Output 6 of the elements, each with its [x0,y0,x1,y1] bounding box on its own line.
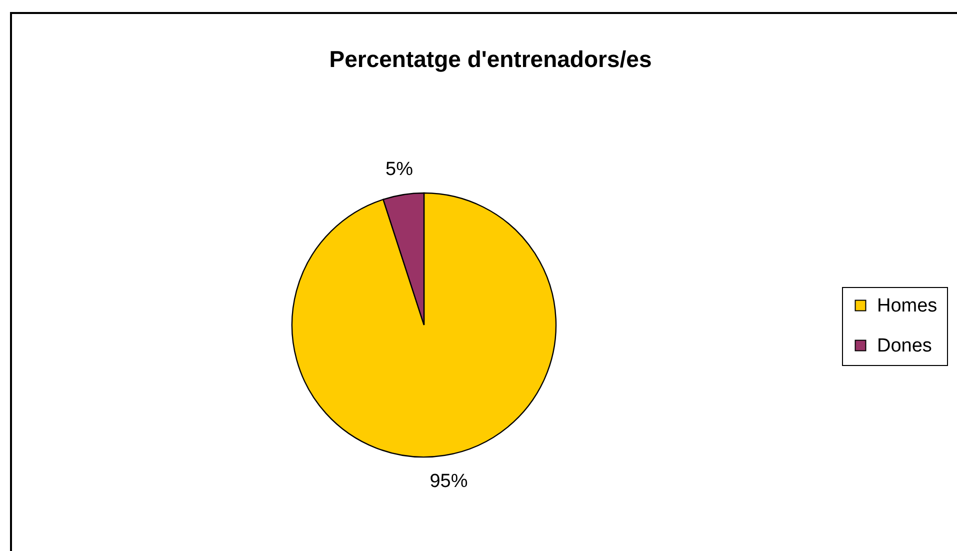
data-label: 95% [430,471,468,492]
chart-title: Percentatge d'entrenadors/es [329,46,652,72]
data-label: 5% [386,158,414,180]
legend-label: Homes [877,296,938,316]
pie-slice [292,192,557,458]
legend-label: Dones [877,336,932,356]
